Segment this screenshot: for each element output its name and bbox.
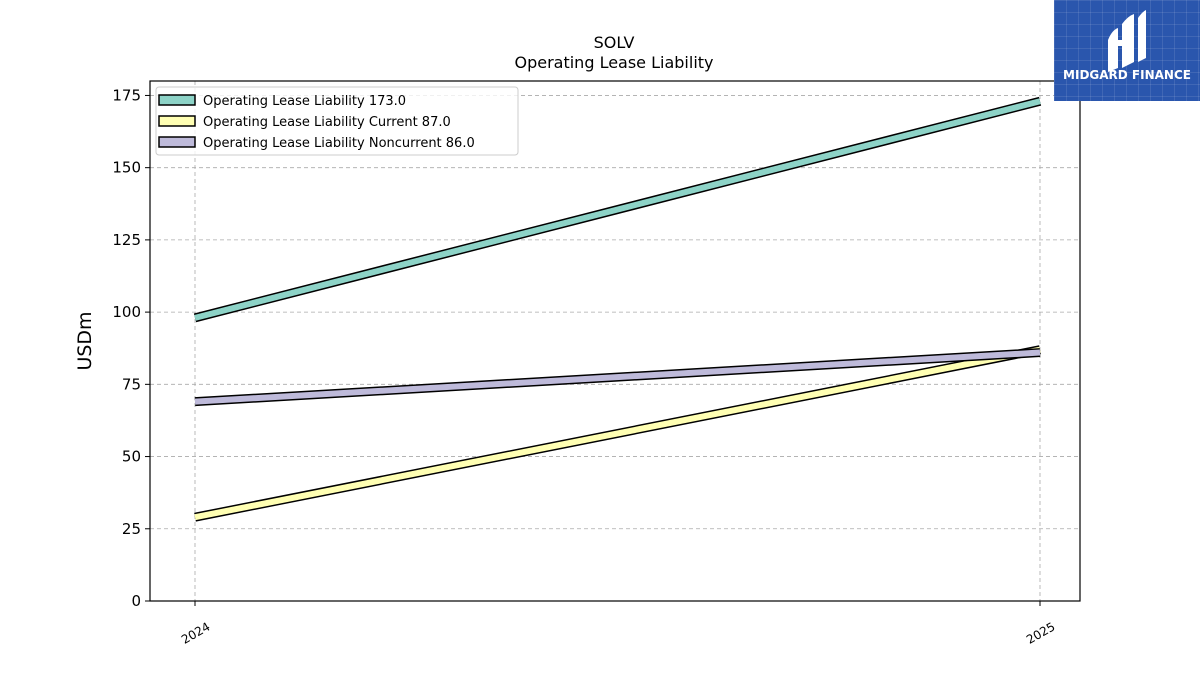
legend-swatch (158, 136, 196, 148)
legend-swatch (158, 94, 196, 106)
midgard-finance-logo: MIDGARD FINANCE (1054, 0, 1200, 101)
y-tick-label: 150 (112, 159, 141, 177)
x-tick-label: 2024 (179, 619, 212, 646)
legend-swatch (158, 115, 196, 127)
chart-subtitle: Operating Lease Liability (514, 53, 713, 72)
plot-frame (149, 80, 1081, 602)
y-axis-label: USDm (74, 311, 96, 370)
x-tick-label: 2025 (1024, 619, 1057, 646)
y-tick-label: 0 (131, 592, 141, 610)
y-tick-label: 175 (112, 86, 141, 104)
y-tick-label: 50 (122, 448, 141, 466)
series-line (194, 98, 1041, 321)
x-axis: 2024 2025 (179, 601, 1058, 647)
y-axis: 0 25 50 75 100 125 150 175 (112, 86, 150, 610)
legend-label: Operating Lease Liability Noncurrent 86.… (203, 136, 475, 151)
y-tick-label: 25 (122, 520, 141, 538)
logo-mark-icon (1108, 10, 1146, 72)
y-tick-label: 75 (122, 375, 141, 393)
legend-label: Operating Lease Liability Current 87.0 (203, 115, 451, 130)
legend: Operating Lease Liability 173.0 Operating… (155, 86, 519, 156)
logo-text: MIDGARD FINANCE (1063, 68, 1191, 82)
legend-box (155, 86, 519, 156)
y-tick-label: 100 (112, 303, 141, 321)
legend-label: Operating Lease Liability 173.0 (203, 94, 406, 109)
chart-title: SOLV (594, 33, 635, 52)
y-tick-label: 125 (112, 231, 141, 249)
series-line (194, 349, 1041, 405)
series-lines (193, 96, 1042, 522)
series-line (194, 346, 1041, 521)
grid (150, 81, 1080, 601)
